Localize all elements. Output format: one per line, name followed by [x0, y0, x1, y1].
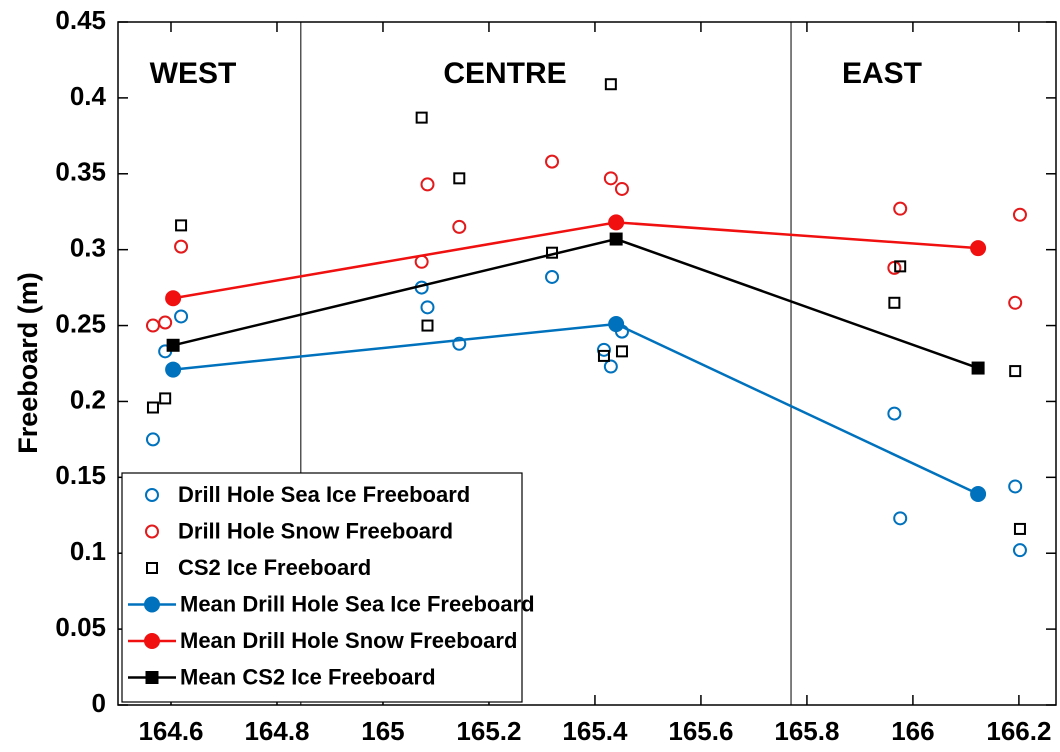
data-point [1008, 295, 1023, 310]
x-tick-label: 165 [361, 716, 404, 746]
mean-point [608, 214, 625, 231]
data-point [893, 511, 908, 526]
legend-marker [145, 488, 159, 502]
data-point [415, 111, 428, 124]
x-tick-label: 164.8 [244, 716, 309, 746]
legend-box [121, 472, 523, 703]
data-point [146, 401, 159, 414]
mean-point [608, 316, 625, 333]
y-tick-label: 0.05 [55, 612, 106, 642]
data-point [614, 181, 629, 196]
data-point [1009, 365, 1022, 378]
data-point [596, 342, 611, 357]
x-tick-label: 166.2 [986, 716, 1051, 746]
region-label: WEST [150, 57, 237, 90]
mean-point [970, 486, 987, 503]
mean-point [165, 361, 182, 378]
data-point [597, 349, 610, 362]
legend-label: CS2 Ice Freeboard [178, 555, 371, 580]
data-point [615, 345, 628, 358]
y-tick-label: 0.35 [55, 157, 106, 187]
data-point [453, 172, 466, 185]
data-point [603, 359, 618, 374]
data-point [1008, 479, 1023, 494]
legend-label: Mean CS2 Ice Freeboard [180, 664, 436, 689]
data-point [421, 319, 434, 332]
data-point [158, 315, 173, 330]
y-tick-label: 0 [92, 688, 106, 718]
plot-frame [117, 21, 1057, 706]
x-tick-label: 165.4 [562, 716, 628, 746]
mean-point [971, 361, 985, 375]
data-point [174, 309, 189, 324]
data-point [604, 78, 617, 91]
mean-line [172, 221, 979, 300]
x-tick-label: 165.2 [456, 716, 521, 746]
legend-marker [145, 524, 159, 539]
legend-marker [145, 671, 159, 684]
data-point [545, 269, 560, 284]
legend-label: Drill Hole Sea Ice Freeboard [178, 482, 470, 507]
legend-label: Mean Drill Hole Sea Ice Freeboard [180, 591, 535, 616]
data-point [452, 219, 467, 234]
x-tick-label: 166 [891, 716, 934, 746]
region-label: EAST [842, 57, 922, 90]
x-tick-label: 164.6 [138, 716, 203, 746]
y-tick-label: 0.4 [70, 81, 107, 111]
data-point [420, 177, 435, 192]
data-point [894, 260, 907, 273]
data-point [1013, 522, 1026, 535]
data-point [545, 154, 560, 169]
legend-label: Mean Drill Hole Snow Freeboard [180, 628, 517, 653]
mean-line [172, 237, 979, 370]
mean-point [609, 232, 623, 246]
x-tick-label: 165.8 [774, 716, 839, 746]
mean-point [970, 240, 987, 257]
legend-marker [144, 633, 160, 649]
legend-marker [146, 562, 158, 574]
mean-line [172, 322, 979, 496]
data-point [887, 406, 902, 421]
y-tick-label: 0.15 [55, 460, 106, 490]
data-point [145, 432, 160, 447]
data-point [175, 219, 188, 232]
data-point [1012, 207, 1027, 222]
data-point [159, 392, 172, 405]
y-tick-label: 0.1 [70, 536, 106, 566]
y-tick-label: 0.25 [55, 308, 106, 338]
y-tick-label: 0.2 [70, 384, 106, 414]
mean-point [165, 290, 182, 307]
data-point [145, 318, 160, 333]
data-point [420, 300, 435, 315]
data-point [452, 336, 467, 351]
legend-label: Drill Hole Snow Freeboard [178, 518, 453, 543]
data-point [603, 171, 618, 186]
y-axis-label: Freeboard (m) [13, 272, 43, 454]
legend-marker [144, 596, 160, 613]
data-point [174, 239, 189, 254]
y-tick-label: 0.45 [55, 5, 106, 35]
x-tick-label: 165.6 [668, 716, 733, 746]
data-point [888, 296, 901, 309]
data-point [1012, 543, 1027, 558]
mean-point [166, 338, 180, 352]
data-point [893, 201, 908, 216]
region-label: CENTRE [443, 57, 566, 90]
y-tick-label: 0.3 [70, 233, 106, 263]
